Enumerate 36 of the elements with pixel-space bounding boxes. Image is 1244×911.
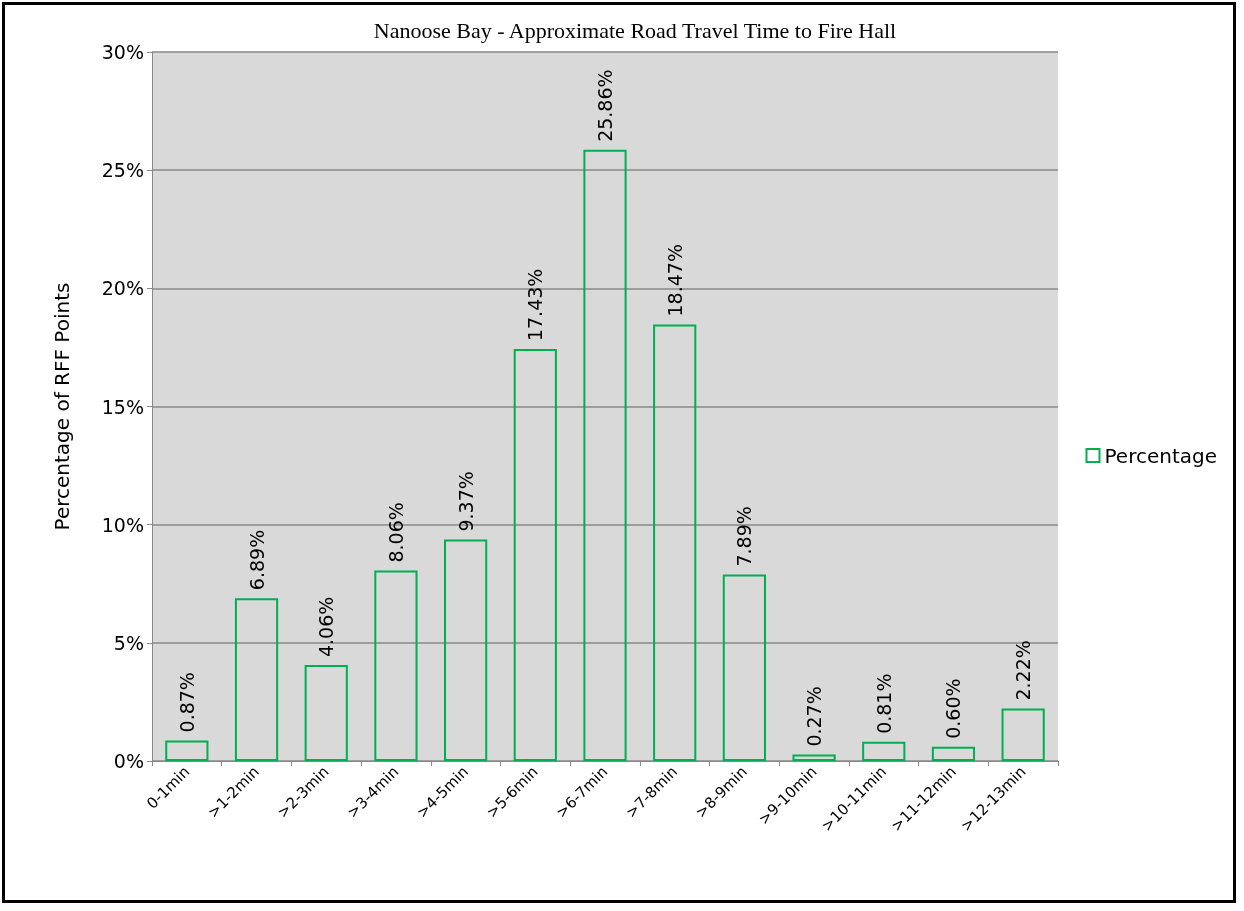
bar [165,740,209,761]
data-label: 0.60% [942,678,965,739]
data-label: 9.37% [454,471,477,532]
y-tick-label: 0% [113,750,144,772]
bar [792,754,836,761]
bar [722,574,766,761]
y-tick-label: 10% [101,513,144,536]
bar [931,746,976,761]
y-tick-label: 15% [101,395,144,418]
data-label: 4.06% [315,596,338,658]
data-label: 18.47% [663,244,686,317]
data-label: 0.27% [803,686,826,747]
data-label: 6.89% [245,529,268,591]
y-tick-label: 20% [101,277,144,300]
bar [1001,708,1045,761]
data-label: 0.87% [175,672,198,733]
bar [862,741,906,761]
bar [374,570,418,761]
bar [234,598,279,761]
bar [444,539,488,761]
y-tick-label: 5% [113,631,144,654]
data-label: 8.06% [384,502,407,563]
data-label: 25.86% [594,69,616,142]
bar [304,665,348,761]
y-tick-label: 30% [101,41,144,63]
y-axis-title: Percentage of RFF Points [50,282,74,531]
data-label: 2.22% [1012,640,1035,701]
chart-title: Nanoose Bay - Approximate Road Travel Time to Fire Hall [373,17,897,43]
bar [653,324,697,761]
legend-label: Percentage [1104,443,1218,468]
data-label: 17.43% [524,268,547,342]
data-label: 7.89% [733,506,756,567]
bar [513,349,557,761]
bar [583,149,627,761]
y-tick-label: 25% [101,159,144,182]
data-label: 0.81% [872,673,895,734]
